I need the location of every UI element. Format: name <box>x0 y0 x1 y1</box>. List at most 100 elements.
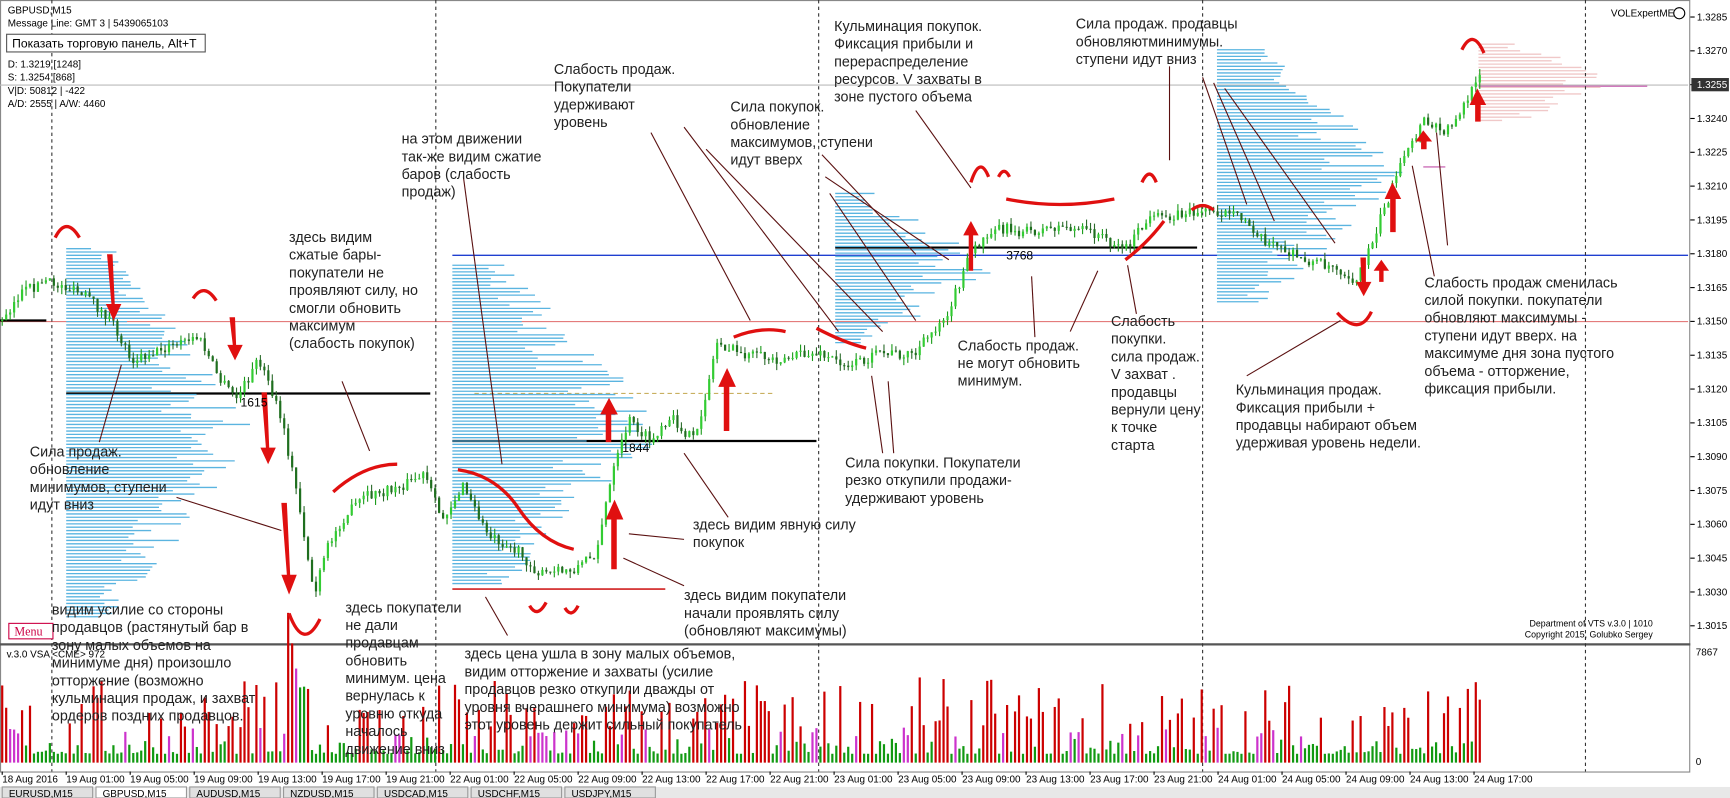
tab-label[interactable]: AUDUSD,M15 <box>196 789 260 798</box>
annotation: ступени идут вверх. на <box>1424 328 1577 344</box>
tab[interactable] <box>95 786 188 798</box>
candle-body <box>628 416 631 433</box>
annotation: началось <box>345 724 407 740</box>
candle-body <box>1200 211 1203 213</box>
volume-bar <box>1125 753 1128 763</box>
volume-bar <box>1427 691 1430 763</box>
arrow <box>227 317 243 361</box>
candle-body <box>1291 249 1295 257</box>
volume-bar <box>1200 689 1203 763</box>
volume-bar <box>664 749 667 763</box>
candle-body <box>326 543 330 558</box>
annotation: старта <box>1111 438 1155 454</box>
tab-label[interactable]: GBPUSD,M15 <box>103 789 167 798</box>
volume-bar <box>1478 699 1481 763</box>
tab[interactable] <box>564 786 656 798</box>
time-label: 19 Aug 13:00 <box>258 775 317 786</box>
annotation: здесь видим явную силу <box>693 517 857 533</box>
candle-body <box>656 435 659 439</box>
time-label: 19 Aug 01:00 <box>66 775 125 786</box>
tab[interactable] <box>470 786 563 798</box>
indicator-icon[interactable] <box>1673 7 1686 20</box>
volume-bar <box>199 753 202 763</box>
volume-bar <box>1470 741 1473 763</box>
candle-body <box>1097 234 1100 238</box>
candle-body <box>104 309 107 319</box>
candle-body <box>1021 231 1025 237</box>
candle-body <box>783 357 786 363</box>
annotation: зоне пустого объема <box>834 90 972 106</box>
volume-bar <box>545 736 548 763</box>
candle-body <box>84 292 87 296</box>
candle-body <box>1045 226 1048 229</box>
candle-body <box>640 432 643 437</box>
tab-label[interactable]: USDCHF,M15 <box>478 789 541 798</box>
price-label: 1.3225 <box>1697 148 1728 159</box>
volume-bar <box>1347 752 1350 763</box>
price-label: 1.3135 <box>1697 351 1728 362</box>
candle-body <box>584 556 588 563</box>
pointer <box>628 533 685 540</box>
candle-body <box>1208 208 1211 211</box>
volume-bar <box>271 751 274 763</box>
candle-body <box>1470 86 1473 101</box>
annotation: не дали <box>345 618 398 634</box>
volume-bar <box>1454 752 1458 763</box>
tab-label[interactable]: USDCAD,M15 <box>384 789 448 798</box>
tab-label[interactable]: EURUSD,M15 <box>9 789 73 798</box>
volume-bar <box>207 711 210 763</box>
volume-bar <box>1061 753 1064 763</box>
volume-bar <box>600 753 604 763</box>
menu-button[interactable] <box>8 622 54 640</box>
candle-body <box>64 285 67 291</box>
menu-label[interactable]: Menu <box>14 625 42 639</box>
annotation: ступени идут вниз <box>1076 52 1197 68</box>
red-arrows <box>105 88 1487 595</box>
candle-body <box>1383 207 1386 215</box>
volume-bar <box>156 753 159 763</box>
annotation: не могут обновить <box>958 356 1080 372</box>
tab[interactable] <box>189 786 281 798</box>
candle-body <box>827 357 830 359</box>
candle-body <box>263 366 266 371</box>
candle-body <box>334 531 337 542</box>
time-label: 18 Aug 2016 <box>2 775 58 786</box>
tab[interactable] <box>283 786 375 798</box>
curve <box>287 612 322 636</box>
volume-bar <box>1419 747 1422 763</box>
volume-bar <box>1006 704 1009 763</box>
volume-bar <box>767 711 770 763</box>
tab[interactable] <box>376 786 469 798</box>
tab-label[interactable]: NZDUSD,M15 <box>290 789 354 798</box>
candle-body <box>779 362 782 364</box>
tab[interactable] <box>1 786 94 798</box>
volume-bar <box>163 753 167 763</box>
candle-body <box>291 455 294 468</box>
candle-body <box>1272 242 1275 244</box>
candle-body <box>1002 224 1005 234</box>
volume-bar <box>1145 753 1148 763</box>
volume-bar <box>314 753 318 763</box>
volume-bar <box>152 747 155 763</box>
candle-body <box>159 347 163 351</box>
candle-body <box>1407 147 1410 157</box>
volume-bar <box>1284 702 1287 763</box>
candle-body <box>469 493 472 500</box>
candle-body <box>549 571 552 573</box>
volume-bar <box>596 751 600 763</box>
candle-body <box>775 357 778 364</box>
tab-label[interactable]: USDJPY,M15 <box>572 789 632 798</box>
candle-body <box>914 352 917 356</box>
candle-body <box>612 466 615 485</box>
level-label: 3768 <box>1006 249 1033 263</box>
curve <box>1335 310 1373 327</box>
annotation: Фиксация прибыли и <box>834 37 973 53</box>
volume-bar <box>1129 723 1132 763</box>
candle-body <box>1133 234 1136 248</box>
volume-bar <box>581 715 584 763</box>
candle-body <box>712 358 715 380</box>
volume-bar <box>183 726 187 763</box>
candle-body <box>581 562 584 566</box>
candle-body <box>406 478 409 490</box>
